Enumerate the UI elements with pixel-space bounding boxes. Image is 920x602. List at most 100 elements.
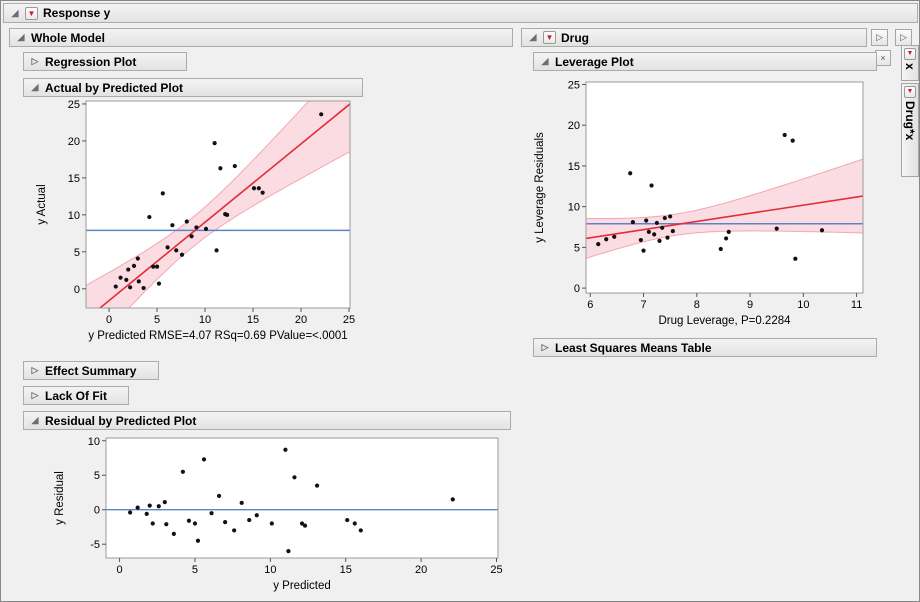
data-point[interactable]	[644, 218, 649, 223]
data-point[interactable]	[216, 493, 222, 499]
close-button[interactable]: ×	[875, 50, 891, 66]
data-point[interactable]	[790, 138, 795, 143]
disclosure-open-icon[interactable]: ◢	[31, 415, 39, 425]
data-point[interactable]	[223, 520, 228, 525]
data-point[interactable]	[184, 219, 189, 224]
data-point[interactable]	[269, 521, 274, 526]
data-point[interactable]	[189, 234, 194, 239]
data-point[interactable]	[726, 229, 731, 234]
red-triangle-menu-button[interactable]: ▼	[543, 31, 556, 44]
data-point[interactable]	[128, 510, 133, 515]
data-point[interactable]	[151, 264, 156, 269]
data-point[interactable]	[247, 517, 252, 523]
data-point[interactable]	[793, 256, 798, 261]
data-point[interactable]	[118, 275, 123, 280]
data-point[interactable]	[314, 483, 320, 488]
data-point[interactable]	[162, 500, 167, 505]
data-point[interactable]	[171, 531, 176, 536]
data-point[interactable]	[201, 457, 207, 462]
data-point[interactable]	[450, 497, 455, 502]
data-point[interactable]	[254, 513, 259, 518]
data-point[interactable]	[135, 256, 140, 261]
disclosure-open-icon[interactable]: ◢	[17, 32, 25, 42]
data-point[interactable]	[774, 226, 779, 231]
disclosure-closed-icon[interactable]: ▷	[31, 390, 39, 400]
residual-chart[interactable]: 0 5 10 15 20 25 -5 0 5 10 y Predicted y Residual	[27, 433, 511, 592]
data-point[interactable]	[212, 141, 217, 146]
data-point[interactable]	[135, 505, 140, 510]
data-point[interactable]	[718, 246, 723, 252]
data-point[interactable]	[654, 220, 659, 226]
data-point[interactable]	[180, 469, 185, 474]
leverage-plot-header[interactable]: ◢ Leverage Plot	[533, 52, 877, 71]
data-point[interactable]	[194, 225, 199, 230]
data-point[interactable]	[646, 229, 651, 234]
data-point[interactable]	[126, 267, 131, 272]
whole-model-header[interactable]: ◢ Whole Model	[9, 28, 513, 47]
data-point[interactable]	[299, 521, 305, 526]
data-point[interactable]	[195, 538, 201, 543]
data-point[interactable]	[628, 171, 633, 176]
data-point[interactable]	[225, 212, 230, 217]
data-point[interactable]	[209, 511, 214, 516]
red-triangle-menu-button[interactable]: ▼	[904, 48, 916, 60]
leverage-chart[interactable]: 6 7 8 9 10 11 0 5 10 15 20 25 Drug Leverage, P=0.228…	[529, 74, 881, 336]
data-point[interactable]	[186, 518, 192, 523]
data-point[interactable]	[154, 264, 160, 269]
drug-header[interactable]: ◢ ▼ Drug	[521, 28, 867, 47]
expand-arrow-button-2[interactable]: ▷	[895, 29, 912, 46]
data-point[interactable]	[150, 521, 155, 526]
data-point[interactable]	[660, 225, 665, 230]
data-point[interactable]	[239, 500, 244, 505]
disclosure-closed-icon[interactable]: ▷	[31, 365, 39, 375]
data-point[interactable]	[604, 237, 609, 242]
tab-drug-x[interactable]: ▼ Drug*x	[901, 83, 919, 177]
data-point[interactable]	[292, 475, 297, 480]
data-point[interactable]	[218, 166, 223, 171]
data-point[interactable]	[203, 226, 209, 231]
data-point[interactable]	[260, 190, 265, 195]
expand-arrow-button-1[interactable]: ▷	[871, 29, 888, 46]
data-point[interactable]	[165, 245, 170, 250]
data-point[interactable]	[179, 252, 185, 257]
data-point[interactable]	[665, 235, 670, 240]
data-point[interactable]	[232, 163, 237, 169]
data-point[interactable]	[232, 528, 237, 533]
data-point[interactable]	[144, 511, 149, 516]
data-point[interactable]	[652, 232, 657, 237]
actual-by-predicted-header[interactable]: ◢ Actual by Predicted Plot	[23, 78, 363, 97]
least-squares-means-header[interactable]: ▷ Least Squares Means Table	[533, 338, 877, 357]
data-point[interactable]	[641, 248, 646, 253]
data-point[interactable]	[782, 132, 787, 138]
disclosure-open-icon[interactable]: ◢	[11, 7, 19, 18]
data-point[interactable]	[214, 248, 219, 253]
data-point[interactable]	[164, 522, 169, 527]
data-point[interactable]	[670, 228, 675, 234]
disclosure-closed-icon[interactable]: ▷	[31, 56, 39, 66]
data-point[interactable]	[596, 242, 601, 247]
data-point[interactable]	[128, 285, 133, 290]
data-point[interactable]	[160, 191, 165, 196]
data-point[interactable]	[302, 523, 308, 528]
data-point[interactable]	[131, 263, 137, 268]
data-point[interactable]	[319, 112, 324, 117]
disclosure-open-icon[interactable]: ◢	[529, 32, 537, 42]
data-point[interactable]	[283, 447, 288, 452]
data-point[interactable]	[668, 214, 673, 219]
actual-by-predicted-chart[interactable]: 0 5 10 15 20 25 0 5 10 15 20 25 y Predicted RMSE=4.0…	[27, 99, 361, 349]
disclosure-closed-icon[interactable]: ▷	[541, 342, 549, 352]
data-point[interactable]	[136, 279, 141, 284]
red-triangle-menu-button[interactable]: ▼	[25, 6, 38, 20]
data-point[interactable]	[192, 521, 198, 526]
data-point[interactable]	[630, 220, 635, 225]
data-point[interactable]	[141, 285, 146, 291]
data-point[interactable]	[345, 517, 350, 523]
data-point[interactable]	[657, 238, 662, 243]
lack-of-fit-header[interactable]: ▷ Lack Of Fit	[23, 386, 129, 405]
data-point[interactable]	[662, 215, 667, 221]
data-point[interactable]	[170, 223, 175, 228]
residual-by-predicted-header[interactable]: ◢ Residual by Predicted Plot	[23, 411, 511, 430]
disclosure-open-icon[interactable]: ◢	[541, 56, 549, 66]
data-point[interactable]	[649, 183, 654, 188]
data-point[interactable]	[638, 237, 643, 243]
